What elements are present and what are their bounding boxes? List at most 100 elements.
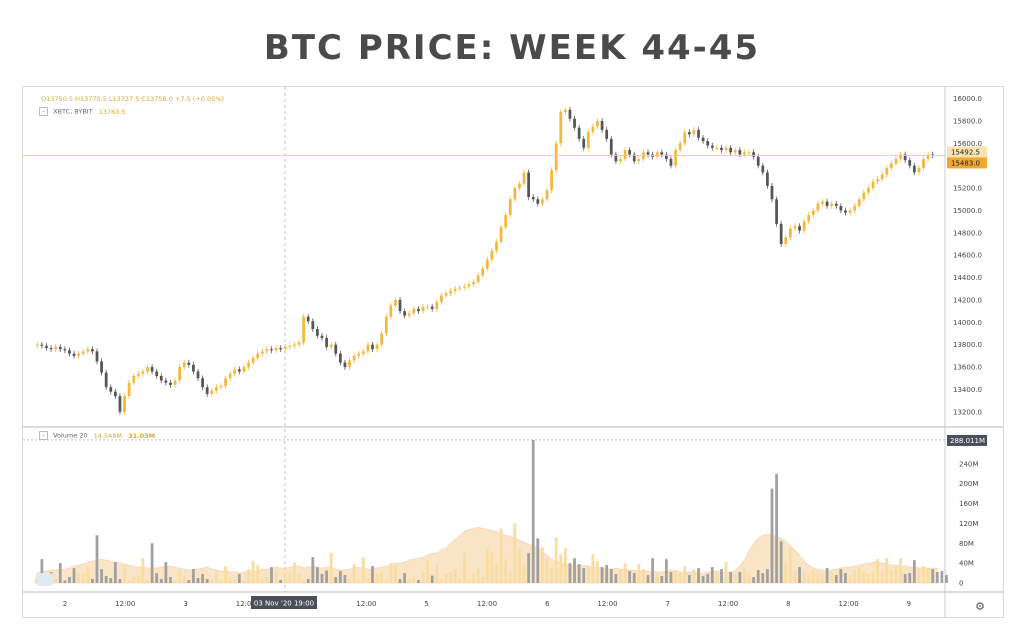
candle-body [848,210,852,213]
volume-bar [288,573,292,583]
candle-body [297,342,301,345]
candle-body [224,378,227,387]
volume-bar [504,559,508,583]
candle-body [159,376,163,381]
volume-bar [444,574,448,583]
volume-bar [421,571,425,583]
volume-bar [605,565,609,583]
volume-bar [811,570,815,583]
candle-body [834,203,838,206]
volume-bar [669,572,673,583]
candle-body [109,387,113,392]
time-tick-label: 2 [63,600,67,608]
volume-bar [733,575,737,583]
chart-canvas[interactable]: 13200.0 13400.0 13600.0 13800.0 14000.0 14200… [23,87,1003,617]
symbol-name: XBTC, BYBIT [53,107,93,116]
volume-bar [389,563,393,583]
candle-body [485,259,489,269]
candle-body [761,165,765,173]
volume-bar [903,574,907,583]
candle-body [54,346,58,350]
volume-bar [329,553,333,583]
volume-bar [825,568,829,583]
volume-bar [118,579,122,583]
volume-bar [655,574,659,583]
volume-bar [54,579,58,583]
volume-bar [141,558,145,583]
volume-bar [499,528,503,583]
candle-body [536,199,540,204]
volume-bar [150,543,154,583]
volume-bar [306,579,310,583]
candle-body [527,172,530,198]
volume-bar [293,562,296,583]
candle-body [825,201,829,206]
candle-body [706,141,710,146]
candle-body [821,201,824,204]
candle-body [338,353,342,363]
volume-legend[interactable]: ⌄ Volume 20 14.548M 31.03M [39,431,155,440]
volume-bar [876,559,879,583]
volume-bar [338,571,342,583]
candle-body [49,348,53,350]
volume-bar [380,572,384,583]
candle-body [302,316,305,343]
candle-body [210,390,214,394]
volume-bar [476,568,480,583]
volume-bar [527,553,530,583]
volume-bar [720,569,723,583]
candle-body [72,353,76,356]
candle-body [68,350,71,354]
tradingview-logo-icon[interactable] [37,573,53,586]
candle-body [173,380,177,385]
volume-bar [325,570,328,583]
chart-frame[interactable]: 13200.0 13400.0 13600.0 13800.0 14000.0 14200… [22,86,1004,618]
volume-bar [761,573,765,583]
volume-bar [224,566,227,583]
candle-body [35,344,39,346]
current-price-label-bg [947,157,987,169]
candle-body [219,386,223,388]
volume-bar [701,576,705,583]
price-tick-label: 14400.0 [953,274,982,282]
collapse-chevron-icon[interactable]: ⌄ [39,431,48,440]
candle-body [600,120,604,130]
candle-body [550,170,553,191]
volume-bar [283,574,287,583]
volume-bar [205,579,209,583]
candle-body [352,355,356,361]
volume-bar [394,565,397,583]
candle-body [279,348,283,350]
collapse-chevron-icon[interactable]: ⌄ [39,107,48,116]
candle-body [697,129,700,138]
time-tick-label: 12:00 [839,600,859,608]
volume-bar [196,578,200,583]
candle-body [862,192,866,200]
volume-bar [495,563,498,583]
candle-body [710,145,714,148]
candle-body [394,299,397,306]
volume-bar [715,573,719,583]
symbol-legend[interactable]: ⌄ XBTC, BYBIT 13763.5 [39,107,126,116]
candle-body [743,152,746,155]
gear-icon[interactable]: ⚙ [975,601,985,613]
candle-body [655,152,659,157]
volume-bar [550,568,553,583]
candle-body [453,288,457,291]
volume-bar [775,473,778,583]
candle-body [430,306,434,309]
candle-body [917,167,921,173]
candle-body [903,154,907,161]
volume-tick-label: 200M [959,480,978,488]
candle-body [95,351,99,362]
candle-body [192,364,195,372]
candle-body [756,156,760,166]
candle-body [665,154,668,159]
time-tick-label: 6 [545,600,550,608]
price-tick-label: 14000.0 [953,319,982,327]
candle-body [329,344,333,347]
candle-body [559,112,563,144]
candle-body [839,205,843,211]
volume-bar [756,570,760,583]
volume-bar [343,575,347,583]
